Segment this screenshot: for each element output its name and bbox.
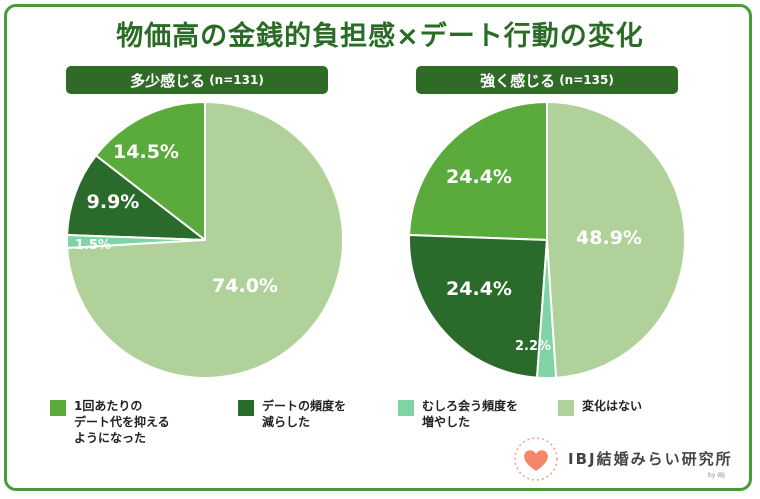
pie-label: 14.5% [113, 141, 179, 163]
chart-n-left: (n=131) [209, 73, 264, 87]
pie-label: 24.4% [446, 278, 512, 300]
page-title: 物価高の金銭的負担感×デート行動の変化 [116, 21, 644, 52]
legend-label: デートの頻度を 減らした [262, 399, 347, 429]
pie-slice-reduced-freq [408, 233, 549, 379]
legend-swatch [50, 400, 66, 416]
pie-label: 2.2% [515, 339, 551, 354]
pie-slice-reduced-cost [408, 100, 548, 242]
pie-label: 48.9% [576, 227, 642, 249]
legend-item-reduced-cost: 1回あたりの デート代を抑える ようになった [50, 398, 170, 446]
logo-text: IBJ結婚みらい研究所 [568, 450, 733, 468]
pie-slice-reduced-freq [66, 154, 209, 242]
legend-label: むしろ会う頻度を 増やした [422, 399, 519, 429]
pie-label: 74.0% [212, 275, 278, 297]
pie-label: 1.5% [75, 238, 111, 253]
pie-slice-reduced-cost [94, 100, 206, 243]
legend-item-increased-freq: むしろ会う頻度を 増やした [398, 398, 518, 430]
heart-icon [514, 437, 558, 481]
chart-header-left: 多少感じる (n=131) [66, 66, 328, 94]
legend-item-reduced-freq: デートの頻度を 減らした [238, 398, 346, 430]
legend-label: 変化はない [582, 399, 643, 413]
legend-label: 1回あたりの デート代を抑える ようになった [74, 399, 170, 445]
logo-sub: by IBJ [708, 472, 725, 479]
chart-title-right: 強く感じる [480, 71, 556, 90]
chart-title-left: 多少感じる [130, 71, 206, 90]
brand-logo: IBJ結婚みらい研究所 by IBJ [508, 434, 744, 484]
legend-swatch [558, 400, 574, 416]
chart-header-right: 強く感じる (n=135) [416, 66, 678, 94]
legend-swatch [238, 400, 254, 416]
pie-label: 9.9% [87, 191, 140, 213]
legend-swatch [398, 400, 414, 416]
pie-slice-no-change [66, 100, 344, 379]
pie-slice-no-change [546, 100, 686, 379]
pie-label: 24.4% [446, 166, 512, 188]
chart-n-right: (n=135) [559, 73, 614, 87]
legend-item-no-change: 変化はない [558, 398, 642, 416]
